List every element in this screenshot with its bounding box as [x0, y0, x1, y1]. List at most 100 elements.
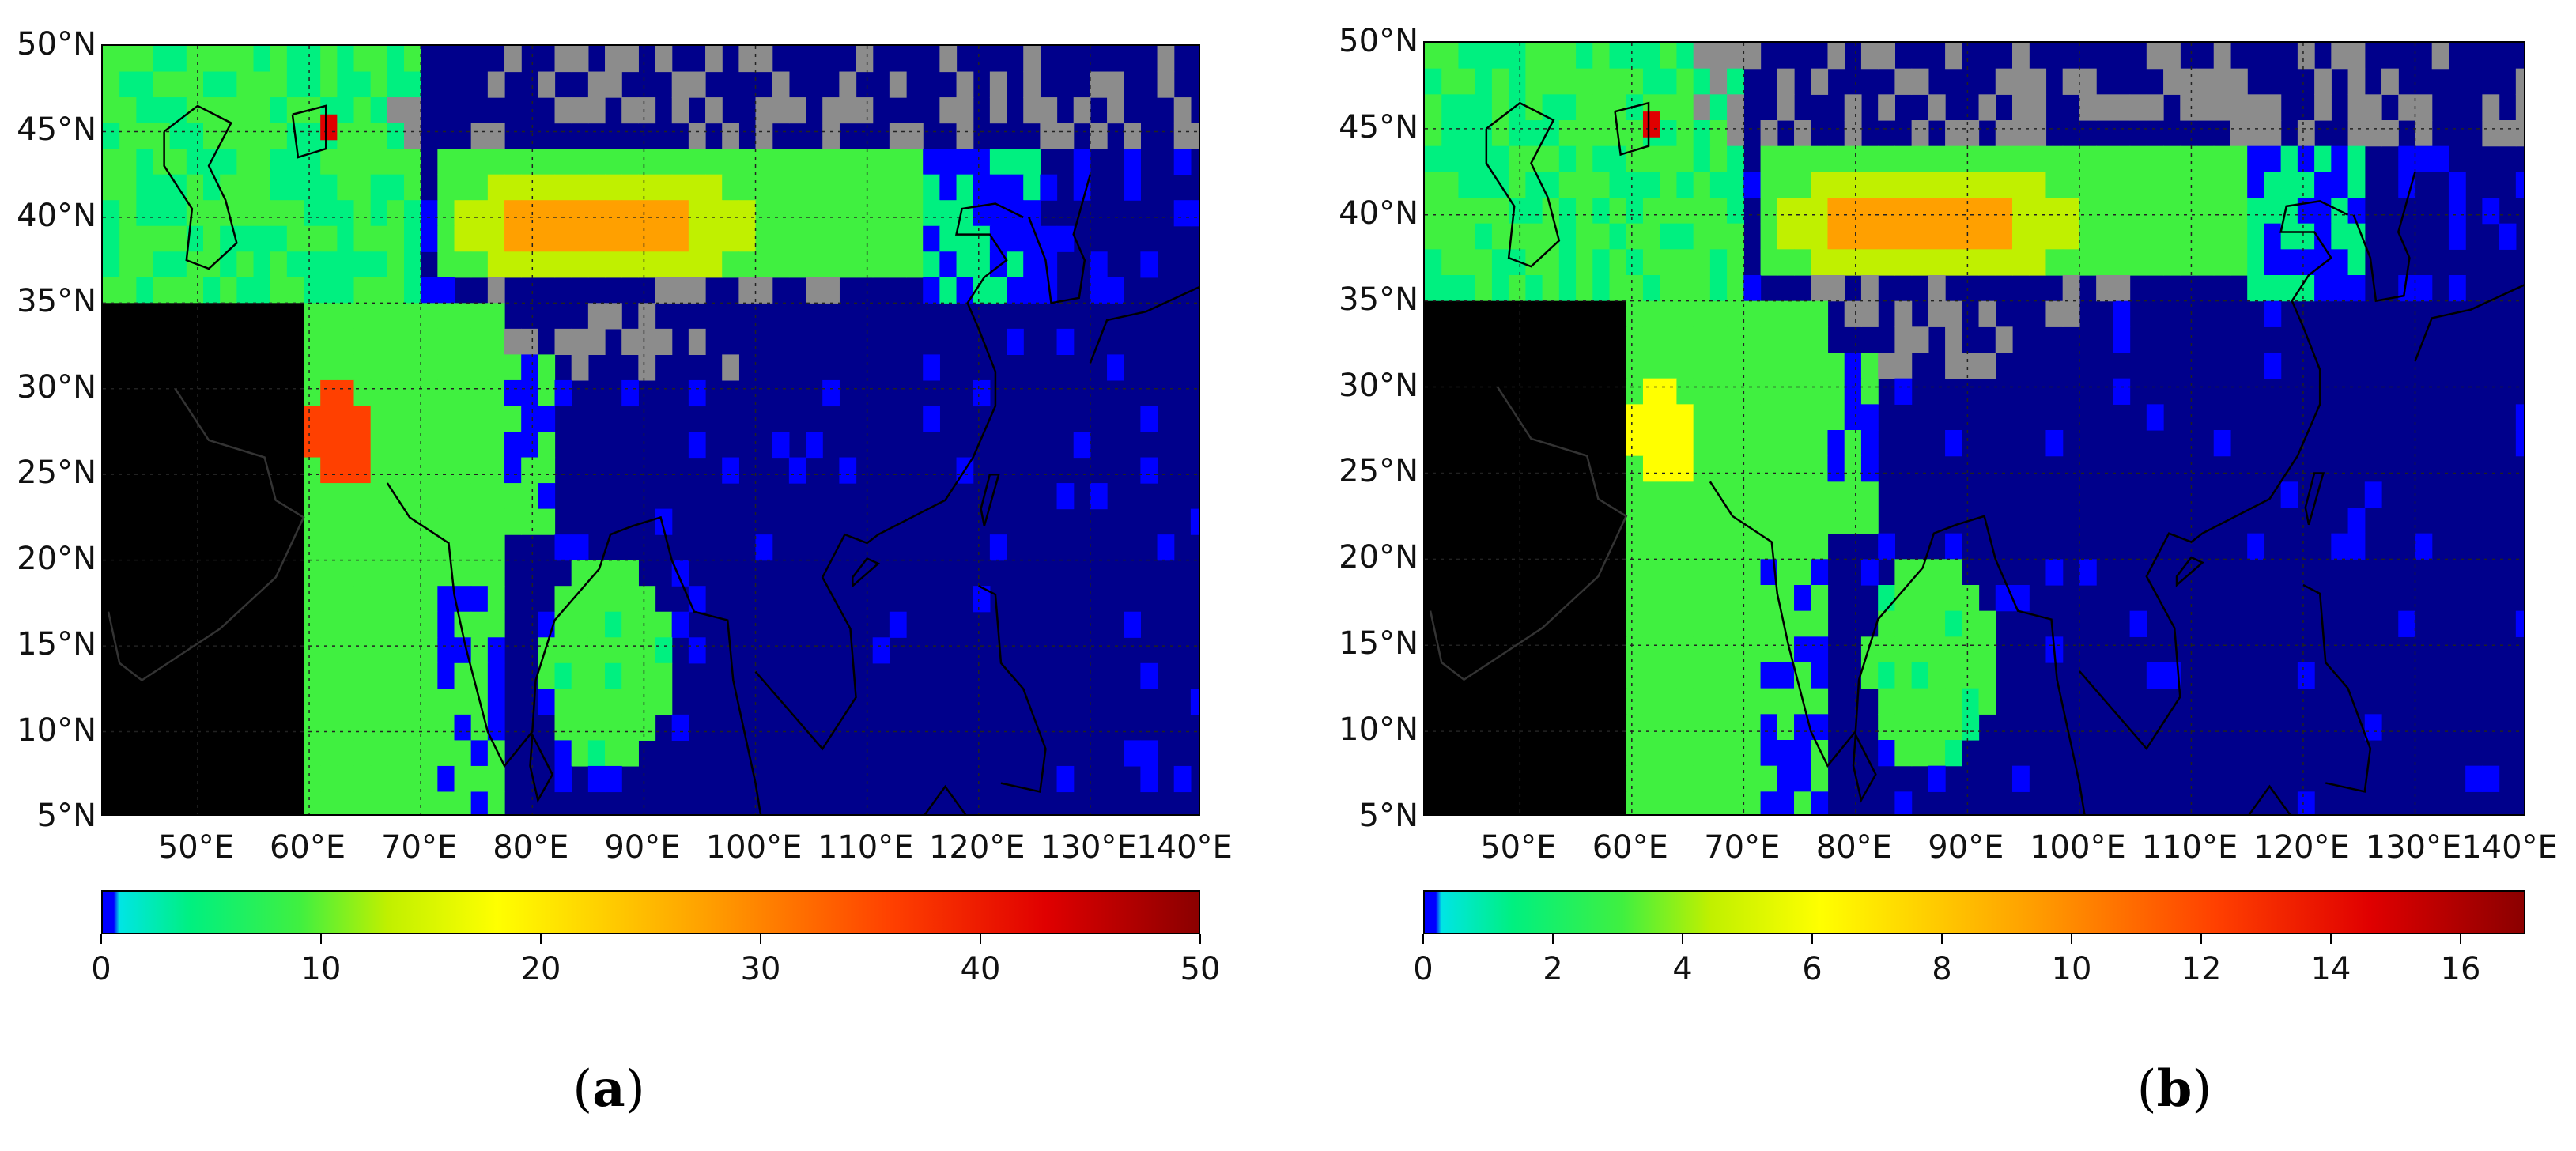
heatmap-cell [2129, 94, 2147, 121]
heatmap-cell [1441, 559, 1460, 586]
heatmap-cell [1709, 636, 1728, 663]
heatmap-cell [2264, 145, 2282, 172]
heatmap-cell [2482, 765, 2500, 792]
heatmap-cell [169, 637, 187, 664]
heatmap-cell [1475, 740, 1493, 767]
heatmap-cell [1173, 149, 1192, 175]
heatmap-cell [454, 714, 472, 741]
heatmap-cell [136, 46, 154, 73]
heatmap-cell [1425, 662, 1442, 689]
heatmap-cell [1491, 249, 1509, 276]
heatmap-cell [1073, 149, 1091, 175]
heatmap-cell [906, 149, 924, 175]
heatmap-cell [220, 354, 237, 381]
heatmap-cell [169, 508, 187, 535]
longitude-tick-label: 60°E [1592, 829, 1668, 866]
heatmap-cell [638, 689, 656, 715]
heatmap-cell [119, 71, 137, 98]
heatmap-cell [2247, 145, 2265, 172]
heatmap-cell [153, 174, 171, 201]
heatmap-cell [387, 662, 405, 689]
heatmap-cell [487, 457, 505, 484]
heatmap-cell [1542, 533, 1560, 560]
heatmap-cell [353, 303, 372, 330]
heatmap-cell [1727, 223, 1744, 250]
heatmap-cell [1878, 610, 1895, 637]
heatmap-cell [169, 560, 187, 587]
heatmap-cell [1090, 277, 1108, 304]
heatmap-cell [203, 714, 221, 741]
heatmap-cell [571, 97, 589, 124]
heatmap-cell [470, 328, 489, 355]
heatmap-cell [1811, 404, 1829, 431]
heatmap-cell [1945, 662, 1962, 689]
heatmap-cell [605, 560, 622, 587]
heatmap-cell [470, 740, 489, 767]
heatmap-cell [1709, 508, 1728, 534]
heatmap-cell [136, 277, 154, 304]
heatmap-cell [1441, 662, 1460, 689]
heatmap-cell [1709, 94, 1728, 121]
heatmap-cell [2398, 275, 2416, 302]
longitude-tick-label: 110°E [2141, 829, 2238, 866]
heatmap-cell [220, 432, 237, 459]
heatmap-cell [738, 46, 757, 73]
heatmap-cell [136, 689, 154, 715]
heatmap-cell [337, 662, 355, 689]
heatmap-cell [1860, 559, 1879, 586]
heatmap-cell [320, 662, 338, 689]
latitude-tick-label: 25°N [1339, 453, 1418, 490]
heatmap-cell [806, 200, 823, 227]
heatmap-cell [1743, 662, 1762, 689]
heatmap-cell [203, 457, 221, 484]
caption-b: (b) [2136, 1059, 2212, 1119]
heatmap-cell [822, 149, 840, 175]
heatmap-cell [1458, 688, 1476, 715]
heatmap-cell [1894, 326, 1913, 353]
heatmap-cell [788, 200, 806, 227]
heatmap-cell [487, 123, 505, 149]
heatmap-cell [1609, 68, 1627, 95]
heatmap-cell [487, 174, 505, 201]
heatmap-cell [605, 586, 622, 613]
heatmap-cell [421, 689, 438, 715]
heatmap-cell [1475, 353, 1493, 379]
heatmap-cell [755, 251, 773, 278]
heatmap-cell [1475, 765, 1493, 792]
heatmap-cell [2045, 172, 2064, 198]
heatmap-cell [1894, 353, 1913, 379]
longitude-tick-label: 80°E [493, 829, 569, 866]
heatmap-cell [186, 174, 204, 201]
heatmap-cell [337, 354, 355, 381]
heatmap-cell [470, 534, 489, 561]
heatmap-cell [1676, 585, 1694, 612]
heatmap-cell [1441, 481, 1460, 508]
heatmap-cell [286, 586, 304, 613]
heatmap-cell [621, 740, 639, 767]
heatmap-cell [370, 277, 388, 304]
heatmap-cell [2146, 223, 2164, 250]
coastline-hainan [2175, 556, 2204, 587]
heatmap-cell [169, 123, 187, 149]
heatmap-cell [270, 379, 288, 407]
heatmap-cell [1441, 326, 1460, 353]
heatmap-cell [1542, 223, 1560, 250]
heatmap-cell [454, 508, 472, 535]
heatmap-cell [169, 534, 187, 561]
heatmap-cell [119, 714, 137, 741]
heatmap-cell [839, 71, 857, 98]
heatmap-cell [1743, 636, 1762, 663]
coastline-caspian-sea [163, 104, 238, 270]
heatmap-cell [1844, 172, 1862, 198]
heatmap-cell [421, 483, 438, 510]
heatmap-cell [504, 149, 522, 175]
heatmap-cell [136, 714, 154, 741]
heatmap-cell [1441, 791, 1460, 814]
heatmap-cell [1592, 198, 1611, 225]
heatmap-cell [1894, 223, 1913, 250]
heatmap-cell [304, 791, 321, 814]
heatmap-cell [1190, 123, 1199, 149]
heatmap-cell [1995, 68, 2013, 95]
heatmap-cell [655, 662, 673, 689]
heatmap-cell [554, 689, 572, 715]
